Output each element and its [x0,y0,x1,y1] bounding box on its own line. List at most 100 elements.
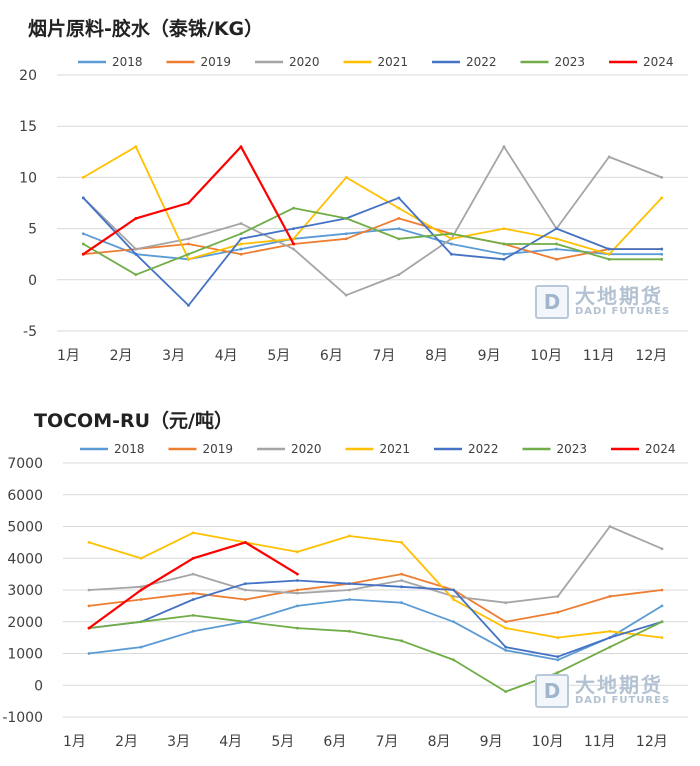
data-point-2020 [397,273,401,277]
series-line-2021 [88,531,663,639]
data-point-2023 [502,242,506,246]
legend-label-2018: 2018 [114,442,145,456]
data-point-2018 [502,252,506,256]
data-point-2023 [607,257,611,261]
chart-2-title: TOCOM-RU（元/吨） [34,410,233,432]
chart-1-svg: -5 0 5 10 15 20 1月 2月 3月 4月 5月 6月 7月 8月 9月 10月 11月 12月 201… [19,55,688,364]
data-point-2023 [191,614,195,617]
y-tick-label: 7000 [7,456,43,472]
watermark-en: DADI FUTURES [575,695,671,707]
series-line-2018 [88,598,663,661]
x-tick-label: 9月 [478,348,501,364]
data-point-2022 [400,585,403,589]
data-point-2021 [608,629,612,633]
data-point-2022 [504,645,508,649]
legend-label-2021: 2021 [378,55,409,69]
data-point-2020 [344,293,348,297]
data-point-2019 [555,257,558,261]
data-point-2018 [660,604,664,608]
data-point-2021 [344,176,348,179]
data-point-2021 [187,257,190,261]
x-tick-label: 5月 [267,348,290,364]
data-point-2022 [452,588,456,592]
x-tick-label: 11月 [583,348,615,364]
chart-2-svg: -1000 0 1000 2000 3000 4000 5000 6000 7000 1月 2月 3月… [2,442,688,750]
data-point-2019 [243,598,247,601]
data-point-2022 [243,582,247,586]
y-tick-label: 15 [19,119,37,135]
watermark-en: DADI FUTURES [575,306,671,318]
y-tick-label: 3000 [7,583,43,599]
data-point-2022 [556,655,560,659]
x-tick-label: 1月 [63,734,86,750]
data-point-2022 [397,196,401,200]
data-point-2018 [191,629,195,633]
x-tick-label: 10月 [530,348,562,364]
data-point-2020 [239,222,243,225]
data-point-2022 [607,247,611,251]
data-point-2020 [607,155,611,159]
data-point-2020 [134,247,138,251]
data-point-2019 [187,242,190,246]
data-point-2021 [292,237,296,241]
data-point-2020 [660,547,664,551]
data-point-2023 [187,252,190,256]
x-tick-label: 10月 [532,734,564,750]
data-point-2020 [660,176,664,179]
y-tick-label: -5 [23,324,37,340]
data-point-2022 [295,579,299,582]
data-point-2018 [81,232,85,236]
data-point-2020 [292,247,296,251]
data-point-2019 [400,572,403,576]
data-point-2019 [608,594,612,598]
data-point-2021 [139,556,143,560]
series-line-2021 [82,145,663,261]
x-tick-label: 1月 [57,348,80,364]
x-tick-label: 3月 [162,348,185,364]
data-point-2019 [295,588,299,592]
data-point-2018 [504,648,508,652]
watermark-logo-icon: D [535,674,569,708]
data-point-2021 [134,145,138,149]
x-tick-label: 9月 [480,734,503,750]
x-tick-label: 7月 [376,734,399,750]
data-point-2021 [607,252,611,256]
data-point-2021 [660,636,664,640]
data-point-2020 [139,585,143,589]
data-point-2023 [81,242,85,246]
watermark-1: D 大地期货 DADI FUTURES [535,285,670,319]
data-point-2021 [504,626,508,630]
data-point-2023 [660,620,664,624]
x-tick-label: 2月 [115,734,138,750]
x-tick-label: 6月 [323,734,346,750]
legend-label-2020: 2020 [291,442,322,456]
data-point-2023 [139,620,143,624]
data-point-2023 [239,232,243,236]
data-point-2021 [660,196,664,200]
x-tick-label: 2月 [110,348,133,364]
y-tick-label: 4000 [7,551,43,567]
data-point-2020 [608,525,612,528]
legend-label-2018: 2018 [112,55,143,69]
data-point-2024 [81,252,85,256]
data-point-2020 [504,601,508,605]
data-point-2022 [555,227,558,231]
data-point-2020 [502,145,506,149]
series-line-2020 [88,525,663,604]
data-point-2020 [556,594,560,598]
y-tick-label: 10 [19,170,37,186]
data-point-2018 [555,247,558,251]
data-point-2024 [292,242,296,246]
data-point-2021 [502,227,506,231]
data-point-2023 [555,242,558,246]
data-point-2023 [504,690,508,693]
data-point-2024 [139,588,143,592]
legend-label-2020: 2020 [289,55,320,69]
data-point-2019 [660,588,664,592]
data-point-2024 [295,572,299,576]
data-point-2021 [348,534,351,538]
data-point-2021 [191,531,195,535]
data-point-2023 [449,232,453,236]
data-point-2019 [139,598,143,601]
data-point-2021 [81,176,85,179]
